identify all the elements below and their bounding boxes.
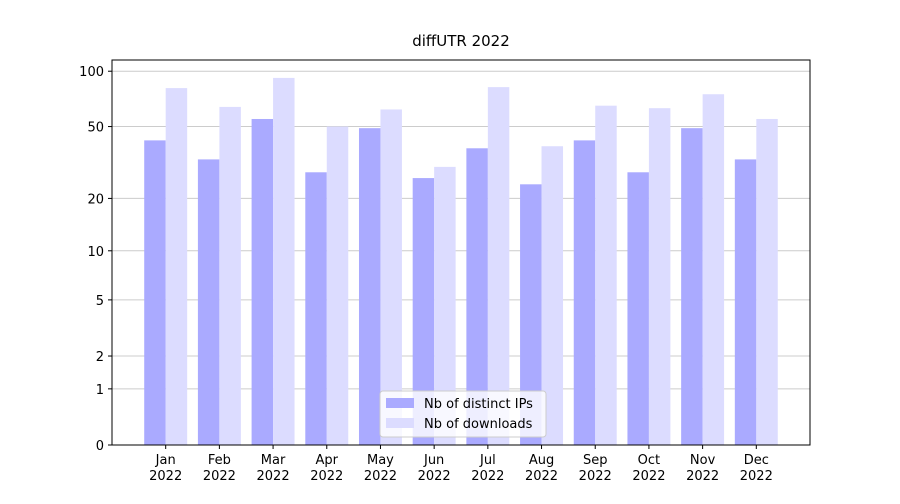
bar [756, 118, 778, 445]
x-tick-label: Sep 2022 [578, 453, 612, 484]
bar [380, 109, 402, 445]
bar [681, 128, 703, 445]
y-tick-label: 1 [96, 383, 104, 398]
y-tick-label: 2 [96, 350, 104, 365]
y-tick-label: 100 [79, 65, 104, 80]
bar [326, 126, 349, 445]
x-tick-label: Jun 2022 [417, 453, 451, 484]
bar [273, 77, 295, 445]
legend-label: Nb of distinct IPs [424, 397, 533, 412]
y-tick-label: 0 [96, 439, 104, 454]
x-tick-label: Jan 2022 [149, 453, 183, 484]
y-tick-label: 50 [87, 121, 104, 136]
bar [219, 106, 241, 445]
bar [734, 159, 757, 445]
y-tick-label: 10 [87, 245, 104, 260]
x-tick-label: Jul 2022 [471, 453, 505, 484]
legend-box [379, 390, 547, 438]
x-tick-label: Mar 2022 [256, 453, 290, 484]
bar [412, 178, 435, 446]
bar [627, 172, 649, 445]
x-tick-label: Nov 2022 [686, 453, 720, 484]
y-tick-label: 20 [87, 192, 104, 207]
bar [520, 184, 542, 445]
bar [165, 88, 188, 445]
bar [648, 108, 671, 445]
x-tick-label: May 2022 [363, 453, 397, 484]
plot-frame [111, 59, 811, 446]
bar [251, 118, 274, 445]
legend-swatch [386, 418, 414, 428]
x-tick-label: Dec 2022 [739, 453, 773, 484]
x-tick-label: Oct 2022 [632, 453, 666, 484]
y-tick-label: 5 [96, 294, 104, 309]
bar [595, 105, 617, 446]
bar [702, 94, 725, 445]
bar [541, 146, 564, 446]
legend-swatch [386, 398, 414, 408]
bar [358, 128, 381, 445]
chart-title: diffUTR 2022 [412, 32, 510, 50]
x-tick-label: Apr 2022 [310, 453, 344, 484]
x-tick-label: Aug 2022 [524, 453, 559, 484]
bar [466, 148, 488, 445]
bar [144, 140, 166, 446]
bar [573, 140, 596, 446]
bar [487, 87, 510, 445]
bar [305, 172, 327, 445]
bar [434, 166, 456, 445]
x-tick-label: Feb 2022 [202, 453, 236, 484]
legend: Nb of distinct IPs Nb of downloads [379, 390, 547, 438]
legend-label: Nb of downloads [424, 417, 533, 432]
bar [197, 159, 220, 445]
